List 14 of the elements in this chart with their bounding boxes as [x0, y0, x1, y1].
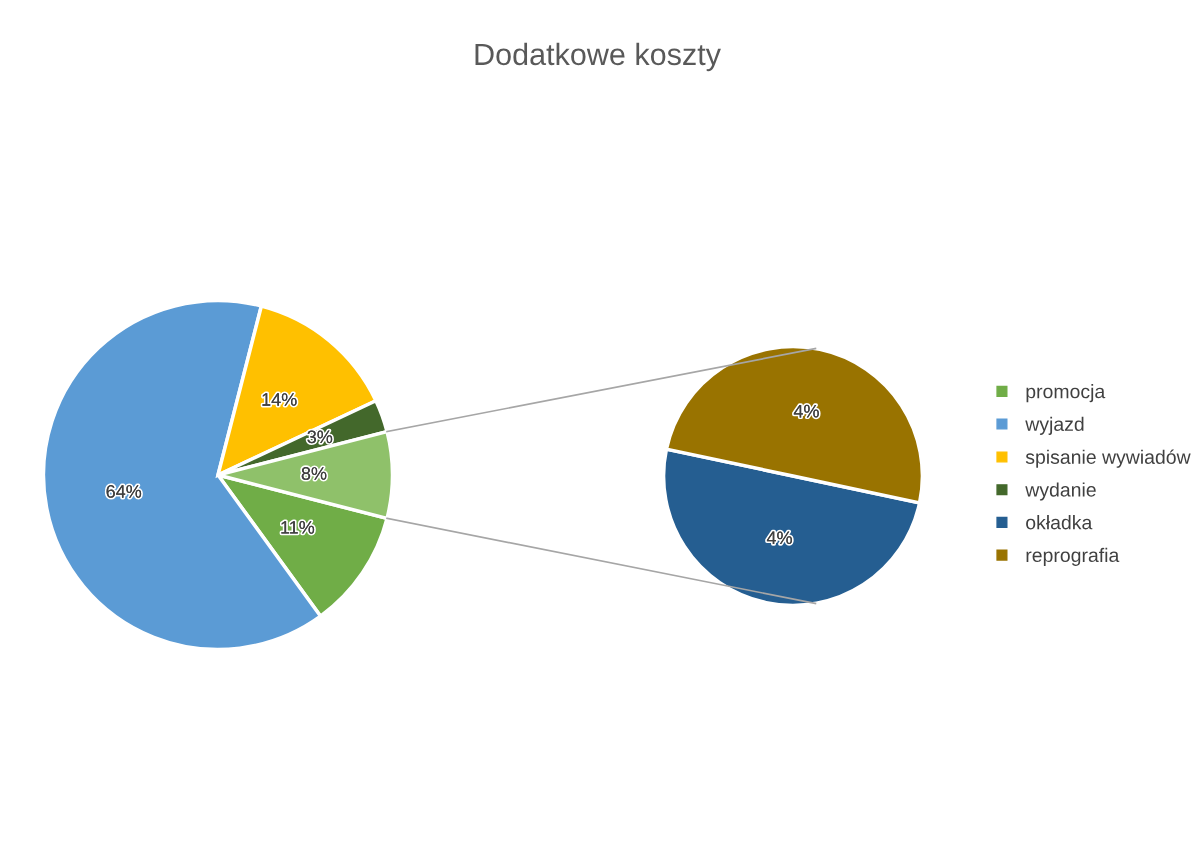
data-label: 3%	[307, 430, 333, 444]
legend-label: okładka	[1026, 515, 1093, 530]
chart-title: Dodatkowe koszty	[475, 42, 721, 72]
data-label: 8%	[301, 467, 327, 480]
legend-label: wyjazd	[1025, 416, 1084, 435]
legend-label: spisanie wywiadów	[1025, 449, 1191, 468]
legend-label: reprografia	[1026, 547, 1120, 566]
data-label: 4%	[793, 404, 819, 418]
data-label: 64%	[106, 485, 142, 498]
legend-label: promocja	[1026, 384, 1106, 403]
legend-label: wydanie	[1025, 482, 1096, 501]
data-label: 11%	[281, 521, 315, 534]
data-label: 14%	[262, 393, 297, 406]
data-label: 4%	[766, 531, 792, 545]
